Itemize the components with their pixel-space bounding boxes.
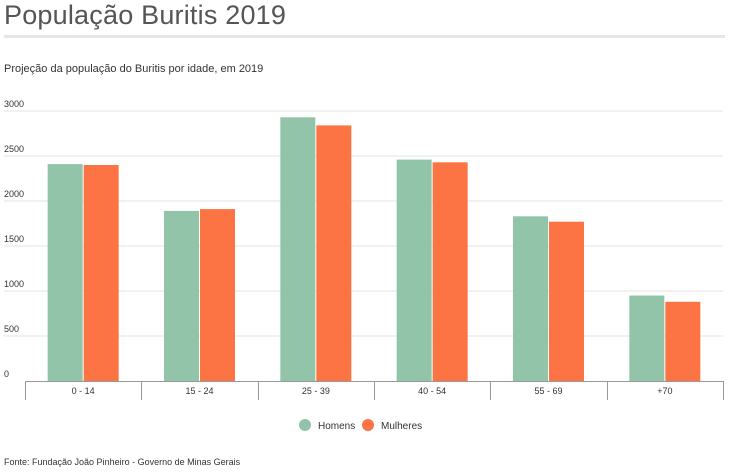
x-tick-label: 15 - 24	[185, 386, 213, 396]
bar-mulheres	[316, 125, 352, 382]
bar-mulheres	[83, 165, 119, 381]
y-tick-label: 500	[4, 324, 19, 334]
title-divider	[4, 35, 725, 38]
y-tick-label: 2500	[4, 144, 24, 154]
legend-swatch-homens	[299, 419, 311, 431]
y-tick-label: 1500	[4, 234, 24, 244]
bar-mulheres	[549, 221, 584, 381]
x-tick-label: 0 - 14	[72, 386, 95, 396]
y-tick-label: 3000	[4, 99, 24, 109]
chart-subtitle: Projeção da população do Buritis por ida…	[4, 63, 264, 75]
bar-homens	[396, 159, 432, 381]
x-tick-label: 25 - 39	[302, 386, 330, 396]
source-note: Fonte: Fundação João Pinheiro - Governo …	[4, 457, 241, 467]
bar-mulheres	[200, 209, 235, 381]
bar-homens	[513, 216, 548, 381]
x-tick-label: 55 - 69	[534, 386, 562, 396]
x-tick-label: +70	[657, 386, 672, 396]
bar-homens	[164, 210, 199, 381]
y-tick-label: 1000	[4, 279, 24, 289]
y-tick-label: 0	[4, 369, 9, 379]
x-tick-label: 40 - 54	[418, 386, 446, 396]
bar-homens	[629, 295, 665, 381]
bar-mulheres	[432, 162, 468, 381]
bar-homens	[47, 164, 83, 381]
legend-label-homens: Homens	[318, 421, 355, 432]
legend-label-mulheres: Mulheres	[381, 421, 422, 432]
legend-swatch-mulheres	[362, 419, 374, 431]
chart-title: População Buritis 2019	[4, 0, 287, 30]
y-tick-label: 2000	[4, 189, 24, 199]
bar-homens	[280, 117, 316, 382]
bar-mulheres	[665, 301, 701, 381]
